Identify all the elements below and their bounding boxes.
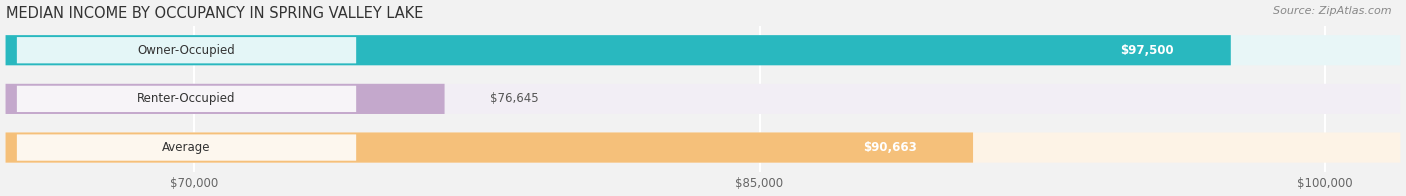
FancyBboxPatch shape bbox=[6, 84, 444, 114]
FancyBboxPatch shape bbox=[6, 35, 1400, 65]
Text: MEDIAN INCOME BY OCCUPANCY IN SPRING VALLEY LAKE: MEDIAN INCOME BY OCCUPANCY IN SPRING VAL… bbox=[6, 5, 423, 21]
FancyBboxPatch shape bbox=[17, 134, 356, 161]
FancyBboxPatch shape bbox=[6, 132, 973, 163]
Text: $76,645: $76,645 bbox=[489, 92, 538, 105]
Text: Renter-Occupied: Renter-Occupied bbox=[138, 92, 236, 105]
Text: Source: ZipAtlas.com: Source: ZipAtlas.com bbox=[1274, 6, 1392, 16]
Text: $90,663: $90,663 bbox=[863, 141, 917, 154]
Text: Owner-Occupied: Owner-Occupied bbox=[138, 44, 235, 57]
Text: $97,500: $97,500 bbox=[1121, 44, 1174, 57]
FancyBboxPatch shape bbox=[6, 84, 1400, 114]
Text: Average: Average bbox=[162, 141, 211, 154]
FancyBboxPatch shape bbox=[6, 132, 1400, 163]
FancyBboxPatch shape bbox=[17, 86, 356, 112]
FancyBboxPatch shape bbox=[6, 35, 1230, 65]
FancyBboxPatch shape bbox=[17, 37, 356, 63]
